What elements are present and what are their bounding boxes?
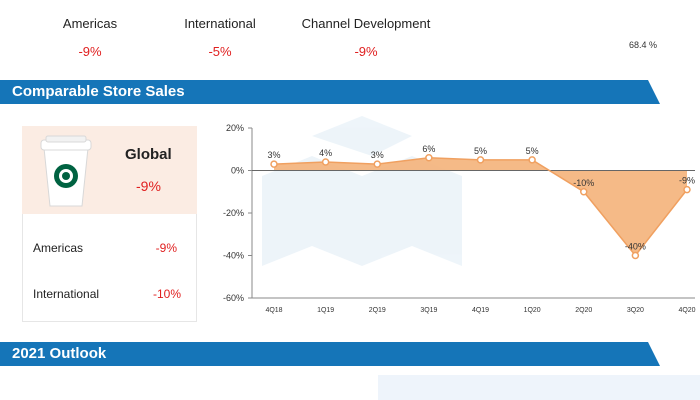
y-tick-label: -40% (223, 251, 244, 261)
region-name: International (33, 287, 100, 301)
segment-value: -9% (354, 44, 378, 59)
data-label: 5% (526, 146, 539, 156)
segment-name: Americas (62, 16, 118, 31)
x-tick-label: 2Q19 (369, 307, 386, 314)
data-label: -40% (625, 242, 646, 252)
pie-percent-label: 68.4 % (629, 40, 658, 50)
section-band-comparable (0, 80, 660, 104)
region-value: -9% (155, 241, 177, 255)
y-tick-label: 20% (226, 123, 244, 133)
segment-name: Channel Development (301, 16, 431, 31)
y-tick-label: -20% (223, 208, 244, 218)
coffee-cup-icon (40, 135, 92, 207)
data-point (631, 251, 640, 260)
segment-summary: Americas -9% International -5% Channel D… (0, 0, 480, 70)
revenue-pie-chart (470, 0, 700, 75)
data-point (425, 154, 433, 162)
data-label: 5% (474, 146, 487, 156)
data-label: 4% (319, 148, 332, 158)
data-label: -10% (573, 178, 594, 188)
section-band-outlook (0, 342, 660, 366)
pie-slice-blue-main (510, 0, 610, 50)
comparable-sales-chart: 20% 0% -20% -40% -60% 4Q18 1Q19 2Q19 3Q19 4Q19 1Q2… (223, 116, 696, 314)
x-tick-label: 1Q19 (317, 307, 334, 314)
segment-value: -9% (78, 44, 102, 59)
x-tick-label: 4Q19 (472, 307, 489, 314)
segment-channel-development: Channel Development -9% (296, 16, 436, 59)
x-tick-label: 2Q20 (575, 307, 592, 314)
global-value: -9% (136, 178, 161, 194)
y-tick-label: 0% (231, 166, 244, 176)
region-value: -10% (152, 287, 181, 301)
x-tick-label: 4Q18 (265, 307, 282, 314)
x-tick-label: 4Q20 (678, 307, 695, 314)
segment-name: International (184, 16, 256, 31)
y-tick-label: -60% (223, 293, 244, 303)
x-tick-label: 1Q20 (524, 307, 541, 314)
data-point (270, 160, 278, 168)
band-shape (0, 80, 660, 104)
global-card: Global -9% (22, 126, 197, 214)
data-point (580, 188, 588, 196)
data-point (321, 158, 330, 166)
data-point (476, 156, 485, 164)
series-area (274, 157, 687, 256)
segment-international: International -5% (170, 16, 270, 59)
data-label: -9% (679, 176, 695, 186)
outlook-panel (378, 375, 700, 400)
global-label: Global (125, 146, 172, 163)
data-label: 3% (267, 150, 280, 160)
band-shape (0, 342, 660, 366)
x-tick-label: 3Q19 (420, 307, 437, 314)
data-point (528, 156, 536, 164)
region-name: Americas (33, 241, 84, 255)
data-label: 6% (422, 144, 435, 154)
segment-value: -5% (208, 44, 232, 59)
region-card: Americas -9% International -10% (22, 214, 197, 322)
section-title-comparable: Comparable Store Sales (12, 83, 185, 100)
data-point (373, 160, 381, 168)
segment-americas: Americas -9% (40, 16, 140, 59)
data-point (683, 185, 691, 194)
section-title-outlook: 2021 Outlook (12, 345, 107, 362)
x-tick-label: 3Q20 (627, 307, 644, 314)
data-label: 3% (371, 150, 384, 160)
watermark-logo (262, 116, 462, 266)
